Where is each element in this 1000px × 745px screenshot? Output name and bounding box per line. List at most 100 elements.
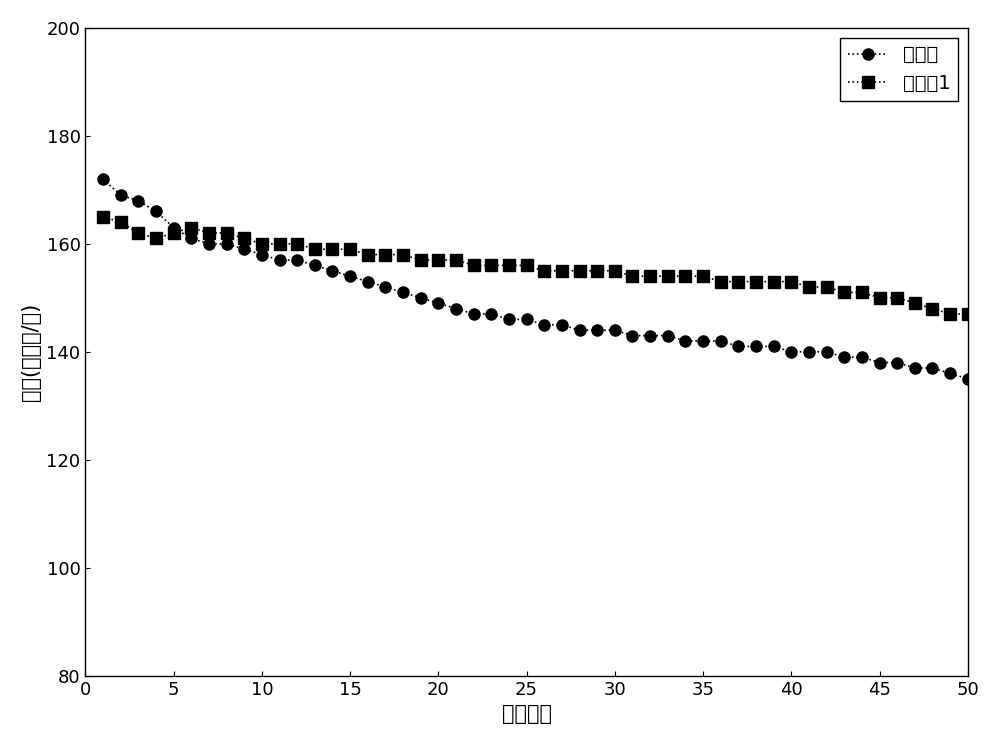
实施例1 xyxy=(715,277,727,286)
Line: 实施例1: 实施例1 xyxy=(97,212,973,320)
对比例 xyxy=(503,315,515,324)
对比例 xyxy=(274,256,286,264)
对比例 xyxy=(115,191,127,200)
对比例 xyxy=(891,358,903,367)
实施例1 xyxy=(926,304,938,313)
实施例1 xyxy=(132,229,144,238)
实施例1 xyxy=(732,277,744,286)
对比例 xyxy=(909,364,921,372)
实施例1 xyxy=(503,261,515,270)
对比例 xyxy=(150,207,162,216)
对比例 xyxy=(697,337,709,346)
对比例 xyxy=(679,337,691,346)
实施例1 xyxy=(309,245,321,254)
实施例1 xyxy=(591,266,603,275)
对比例 xyxy=(803,347,815,356)
对比例 xyxy=(468,309,480,318)
实施例1 xyxy=(97,212,109,221)
对比例 xyxy=(485,309,497,318)
实施例1 xyxy=(644,272,656,281)
实施例1 xyxy=(415,256,427,264)
实施例1 xyxy=(803,282,815,291)
实施例1 xyxy=(291,239,303,248)
对比例 xyxy=(256,250,268,259)
实施例1 xyxy=(256,239,268,248)
实施例1 xyxy=(785,277,797,286)
对比例 xyxy=(591,326,603,335)
实施例1 xyxy=(626,272,638,281)
对比例 xyxy=(750,342,762,351)
实施例1 xyxy=(909,299,921,308)
Line: 对比例: 对比例 xyxy=(97,174,973,384)
对比例 xyxy=(97,174,109,183)
Legend: 对比例, 实施例1: 对比例, 实施例1 xyxy=(840,37,958,101)
实施例1 xyxy=(874,294,886,302)
对比例 xyxy=(238,245,250,254)
对比例 xyxy=(838,352,850,361)
对比例 xyxy=(962,374,974,383)
对比例 xyxy=(926,364,938,372)
实施例1 xyxy=(821,282,833,291)
实施例1 xyxy=(538,266,550,275)
Y-axis label: 容量(毫安时/克): 容量(毫安时/克) xyxy=(21,302,41,401)
对比例 xyxy=(821,347,833,356)
对比例 xyxy=(521,315,533,324)
实施例1 xyxy=(379,250,391,259)
对比例 xyxy=(362,277,374,286)
实施例1 xyxy=(168,229,180,238)
实施例1 xyxy=(750,277,762,286)
实施例1 xyxy=(115,218,127,226)
对比例 xyxy=(185,234,197,243)
对比例 xyxy=(132,196,144,205)
对比例 xyxy=(662,331,674,340)
实施例1 xyxy=(556,266,568,275)
实施例1 xyxy=(274,239,286,248)
对比例 xyxy=(644,331,656,340)
对比例 xyxy=(432,299,444,308)
实施例1 xyxy=(468,261,480,270)
对比例 xyxy=(450,304,462,313)
实施例1 xyxy=(397,250,409,259)
实施例1 xyxy=(344,245,356,254)
对比例 xyxy=(609,326,621,335)
实施例1 xyxy=(238,234,250,243)
对比例 xyxy=(344,272,356,281)
对比例 xyxy=(944,369,956,378)
实施例1 xyxy=(944,309,956,318)
X-axis label: 循环次数: 循环次数 xyxy=(502,704,552,724)
对比例 xyxy=(379,282,391,291)
实施例1 xyxy=(185,224,197,232)
对比例 xyxy=(556,320,568,329)
实施例1 xyxy=(485,261,497,270)
实施例1 xyxy=(326,245,338,254)
对比例 xyxy=(221,239,233,248)
实施例1 xyxy=(574,266,586,275)
对比例 xyxy=(326,266,338,275)
对比例 xyxy=(732,342,744,351)
对比例 xyxy=(715,337,727,346)
实施例1 xyxy=(221,229,233,238)
实施例1 xyxy=(768,277,780,286)
实施例1 xyxy=(838,288,850,297)
实施例1 xyxy=(521,261,533,270)
对比例 xyxy=(203,239,215,248)
实施例1 xyxy=(362,250,374,259)
实施例1 xyxy=(891,294,903,302)
实施例1 xyxy=(203,229,215,238)
对比例 xyxy=(309,261,321,270)
对比例 xyxy=(574,326,586,335)
实施例1 xyxy=(609,266,621,275)
实施例1 xyxy=(432,256,444,264)
实施例1 xyxy=(962,309,974,318)
对比例 xyxy=(874,358,886,367)
实施例1 xyxy=(679,272,691,281)
对比例 xyxy=(538,320,550,329)
对比例 xyxy=(768,342,780,351)
对比例 xyxy=(785,347,797,356)
对比例 xyxy=(168,224,180,232)
实施例1 xyxy=(697,272,709,281)
实施例1 xyxy=(450,256,462,264)
实施例1 xyxy=(150,234,162,243)
对比例 xyxy=(626,331,638,340)
对比例 xyxy=(415,294,427,302)
